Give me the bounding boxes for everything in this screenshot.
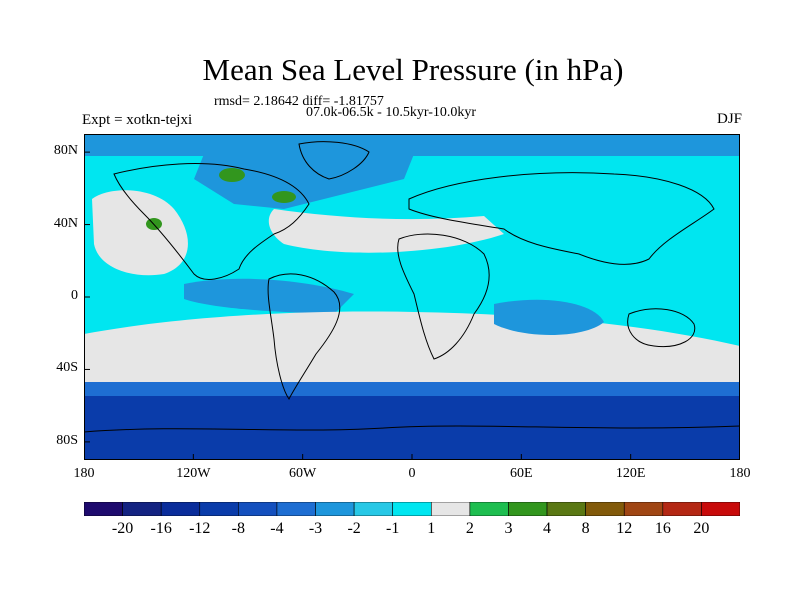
lon-label: 120W	[176, 466, 211, 481]
antarctica-coast	[84, 425, 740, 433]
colorbar-label: 2	[465, 520, 474, 537]
colorbar-label: -20	[111, 520, 134, 537]
colorbar-swatch	[353, 502, 394, 516]
map-title: Mean Sea Level Pressure (in hPa)	[202, 52, 624, 87]
lat-label: 0	[71, 288, 78, 303]
southern-ocean-ring	[84, 382, 740, 396]
colorbar	[84, 502, 740, 516]
colorbar-label: 1	[427, 520, 436, 537]
colorbar-label: 20	[693, 520, 710, 537]
colorbar-label: -2	[347, 520, 361, 537]
north-pacific-high	[92, 190, 188, 276]
colorbar-swatch	[623, 502, 664, 516]
lat-label: 40S	[56, 360, 78, 376]
colorbar-swatch	[84, 502, 123, 516]
colorbar-label: -12	[189, 520, 211, 537]
lon-label: 180	[729, 466, 751, 481]
colorbar-swatch	[430, 502, 471, 516]
atlantic-high	[268, 209, 504, 253]
lon-label: 120E	[615, 466, 646, 481]
green-anomaly-1	[219, 168, 245, 182]
colorbar-swatch	[199, 502, 239, 516]
colorbar-swatch	[662, 502, 702, 516]
lon-label: 60E	[510, 466, 533, 481]
colorbar-swatch	[508, 502, 548, 516]
north-atlantic-low	[194, 154, 414, 209]
colorbar-swatch	[701, 502, 740, 516]
stats-text: rmsd= 2.18642 diff= -1.81757	[214, 94, 384, 109]
africa-coast	[397, 233, 490, 360]
arctic-band	[84, 134, 740, 156]
colorbar-label: 3	[504, 520, 513, 537]
north-america-coast	[113, 163, 310, 280]
experiment-label: Expt = xotkn-tejxi	[82, 112, 193, 128]
colorbar-swatch	[276, 502, 316, 516]
pacific-trough	[184, 278, 354, 314]
colorbar-label: -1	[386, 520, 400, 537]
colorbar-label: 12	[616, 520, 633, 537]
colorbar-label: -3	[308, 520, 323, 537]
season-label: DJF	[716, 111, 742, 127]
colorbar-swatch	[469, 502, 509, 516]
colorbar-swatch	[315, 502, 355, 516]
lon-label: 60W	[289, 466, 317, 481]
colorbar-swatch	[160, 502, 201, 516]
colorbar-swatch	[238, 502, 278, 516]
lon-label: 180	[73, 466, 95, 481]
colorbar-swatch	[546, 502, 586, 516]
colorbar-label: -8	[231, 520, 245, 537]
period-text: 07.0k-06.5k - 10.5kyr-10.0kyr	[306, 105, 477, 120]
colorbar-swatch	[122, 502, 162, 516]
lat-label: 80N	[53, 143, 78, 159]
colorbar-swatch	[585, 502, 625, 516]
colorbar-label: 8	[581, 520, 590, 537]
south-america-coast	[267, 273, 341, 400]
greenland-coast	[298, 141, 370, 180]
colorbar-swatch	[392, 502, 432, 516]
indian-low	[494, 299, 604, 336]
pressure-map	[84, 134, 740, 460]
green-anomaly-2	[272, 191, 296, 203]
colorbar-label: 16	[654, 520, 671, 537]
australia-coast	[627, 308, 696, 348]
lat-label: 40N	[53, 215, 78, 231]
colorbar-label: -4	[270, 520, 284, 537]
lon-label: 0	[408, 466, 416, 481]
eurasia-coast	[408, 172, 715, 265]
colorbar-label: 4	[543, 520, 552, 537]
lat-label: 80S	[56, 432, 78, 448]
colorbar-label: -16	[150, 520, 172, 537]
